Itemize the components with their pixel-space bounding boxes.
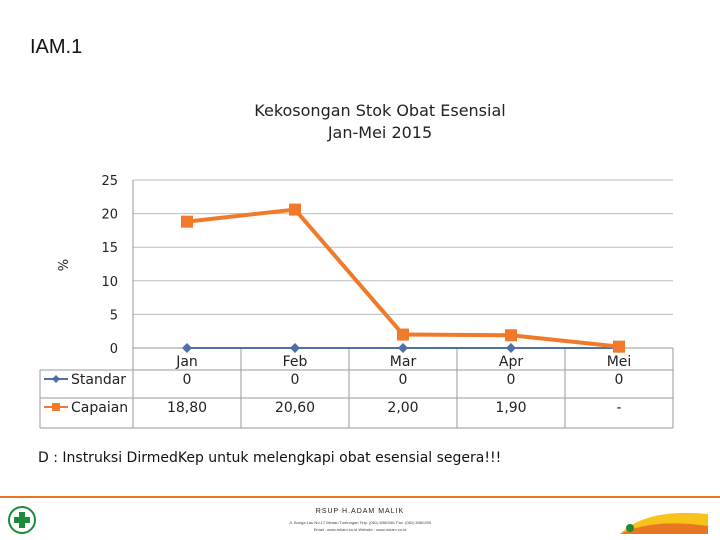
series-line-capaian xyxy=(186,207,620,349)
hospital-logo-icon xyxy=(616,504,712,538)
y-axis-label: % xyxy=(57,259,72,271)
data-label: 18,80 xyxy=(167,400,207,416)
data-label: 0 xyxy=(615,372,624,388)
slide-title: IAM.1 xyxy=(30,36,83,58)
data-label: 0 xyxy=(399,372,408,388)
footer-contact: Email : www.rsham.co.id Website : www.rs… xyxy=(313,527,407,532)
x-tick-label: Mar xyxy=(390,354,417,370)
y-tick-label: 20 xyxy=(101,208,118,223)
footer-address: Jl. Bunga Lau No.17 Medan Tuntungan Telp… xyxy=(288,520,432,525)
y-tick-label: 15 xyxy=(101,241,118,256)
y-tick-label: 25 xyxy=(101,174,118,189)
x-tick-label: Mei xyxy=(607,354,632,370)
x-tick-label: Apr xyxy=(499,354,523,370)
footer-divider xyxy=(0,496,720,498)
data-point xyxy=(506,343,516,353)
data-label: 1,90 xyxy=(495,400,526,416)
data-label: 20,60 xyxy=(275,400,315,416)
data-label: 0 xyxy=(183,372,192,388)
y-tick-label: 10 xyxy=(101,275,118,290)
data-point xyxy=(182,343,192,353)
data-label: 0 xyxy=(291,372,300,388)
chart-title: Kekosongan Stok Obat Esensial xyxy=(254,101,506,120)
line-chart: 25 20 15 10 5 0% Jan Feb Mar Apr Mei Standar 0 0 0 0 0 Ca… xyxy=(39,174,674,429)
legend-label: Capaian xyxy=(71,400,128,416)
data-label: - xyxy=(616,400,621,416)
ministry-logo-icon xyxy=(8,506,36,534)
data-point xyxy=(290,343,300,353)
footer-title: RSUP H.ADAM MALIK xyxy=(315,508,405,515)
legend-marker xyxy=(52,375,60,383)
x-tick-label: Feb xyxy=(283,354,308,370)
data-point xyxy=(397,328,409,341)
data-point xyxy=(289,203,301,216)
data-label: 2,00 xyxy=(387,400,418,416)
y-tick-label: 0 xyxy=(110,342,118,357)
data-point xyxy=(505,329,517,342)
data-point xyxy=(181,215,193,228)
data-point xyxy=(613,340,625,353)
x-tick-label: Jan xyxy=(175,354,198,370)
y-tick-label: 5 xyxy=(110,308,118,323)
chart-subtitle: Jan-Mei 2015 xyxy=(327,123,433,142)
data-point xyxy=(398,343,408,353)
legend-label: Standar xyxy=(71,372,126,388)
legend-marker xyxy=(52,403,60,411)
note-text: D : Instruksi DirmedKep untuk melengkapi… xyxy=(38,450,502,466)
data-label: 0 xyxy=(507,372,516,388)
